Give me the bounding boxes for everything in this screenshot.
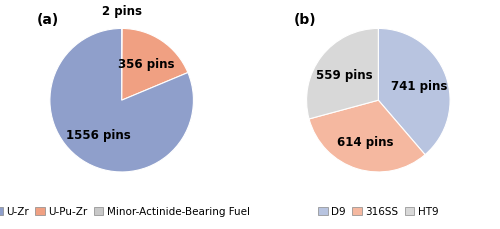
Text: 741 pins: 741 pins <box>390 79 447 92</box>
Legend: U-Zr, U-Pu-Zr, Minor-Actinide-Bearing Fuel: U-Zr, U-Pu-Zr, Minor-Actinide-Bearing Fu… <box>0 202 254 221</box>
Wedge shape <box>122 29 188 101</box>
Text: 356 pins: 356 pins <box>118 57 174 71</box>
Wedge shape <box>50 29 194 172</box>
Text: 2 pins: 2 pins <box>102 5 142 18</box>
Text: (b): (b) <box>294 13 316 27</box>
Wedge shape <box>378 29 450 155</box>
Text: 1556 pins: 1556 pins <box>66 129 131 142</box>
Wedge shape <box>306 29 378 119</box>
Text: 559 pins: 559 pins <box>316 68 372 81</box>
Text: (a): (a) <box>37 13 59 27</box>
Wedge shape <box>309 101 425 172</box>
Text: 614 pins: 614 pins <box>338 135 394 148</box>
Legend: D9, 316SS, HT9: D9, 316SS, HT9 <box>314 202 442 221</box>
